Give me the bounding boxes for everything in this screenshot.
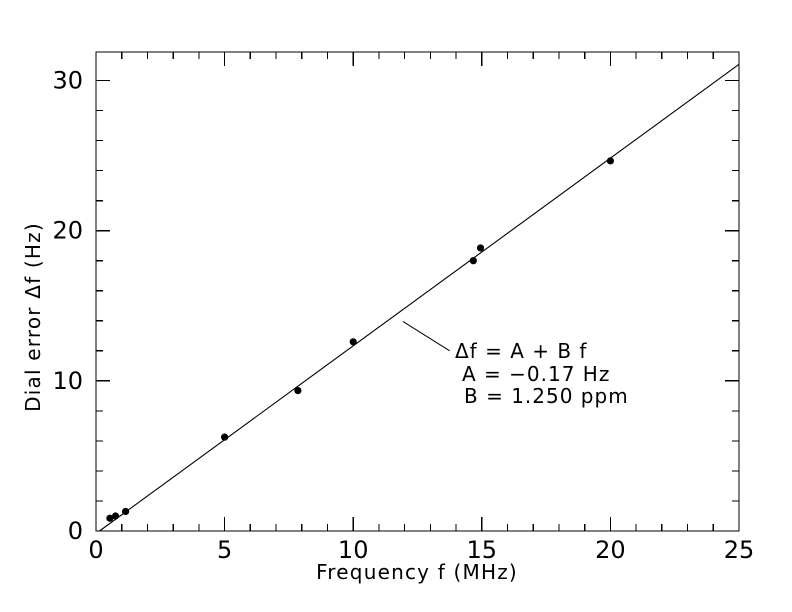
plot-frame <box>95 51 740 532</box>
data-point <box>606 157 615 165</box>
y-axis-title: Dial error Δf (Hz) <box>21 222 45 412</box>
x-tick-label: 5 <box>217 536 232 564</box>
data-point <box>476 244 485 252</box>
fit-annotation: Δf = A + B f A = −0.17 Hz B = 1.250 ppm <box>402 321 629 408</box>
x-tick-label: 10 <box>338 536 369 564</box>
fit-intercept-label: A = −0.17 Hz <box>462 362 610 386</box>
data-point <box>221 433 229 441</box>
axis-tick-labels: 0 5 10 15 20 25 0 10 20 30 <box>52 67 754 564</box>
data-point <box>294 387 302 395</box>
axes-box <box>95 51 740 532</box>
x-axis-title: Frequency f (MHz) <box>316 560 518 584</box>
data-point <box>469 257 477 265</box>
x-tick-label: 25 <box>724 536 755 564</box>
fit-line <box>99 63 740 532</box>
x-tick-label: 0 <box>88 536 103 564</box>
data-point <box>111 512 120 520</box>
data-point <box>349 338 357 346</box>
x-tick-label: 15 <box>467 536 498 564</box>
y-tick-label: 0 <box>68 517 83 545</box>
data-point <box>106 514 114 522</box>
fit-equation-label: Δf = A + B f <box>455 339 587 363</box>
y-tick-label: 20 <box>52 217 83 245</box>
x-tick-label: 20 <box>595 536 626 564</box>
data-points <box>106 157 615 522</box>
y-tick-label: 30 <box>52 67 83 95</box>
axis-ticks <box>95 52 740 532</box>
fit-line-path <box>99 63 740 532</box>
data-point <box>121 507 130 516</box>
y-tick-label: 10 <box>52 367 83 395</box>
fit-slope-label: B = 1.250 ppm <box>464 384 629 408</box>
annotation-leader-line <box>402 321 450 352</box>
